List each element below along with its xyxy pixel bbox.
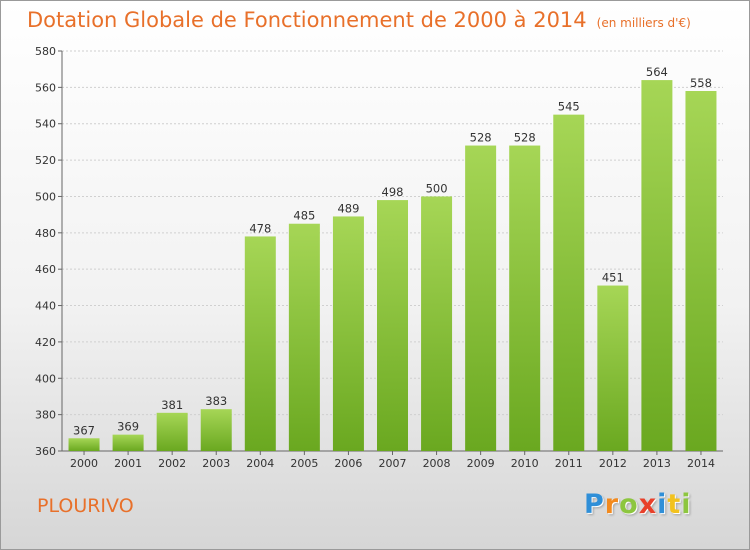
bar	[332, 216, 364, 451]
x-tick-label: 2001	[114, 457, 142, 470]
y-tick-label: 380	[35, 409, 56, 422]
logo-letter: i	[681, 489, 692, 520]
y-tick-label: 500	[35, 190, 56, 203]
y-tick-label: 440	[35, 300, 56, 313]
logo-letter: r	[604, 489, 620, 520]
bar	[641, 80, 673, 451]
y-tick-label: 560	[35, 81, 56, 94]
x-tick-label: 2013	[643, 457, 671, 470]
x-tick-label: 2002	[158, 457, 186, 470]
bar	[156, 412, 188, 451]
value-label: 369	[117, 420, 139, 434]
logo-letter: o	[619, 489, 639, 520]
y-tick-label: 520	[35, 154, 56, 167]
y-tick-label: 420	[35, 336, 56, 349]
logo-letter: t	[667, 489, 682, 520]
bar	[112, 434, 144, 451]
bar	[465, 145, 497, 451]
x-tick-label: 2007	[379, 457, 407, 470]
value-label: 478	[249, 221, 271, 235]
x-tick-label: 2012	[599, 457, 627, 470]
y-tick-label: 480	[35, 227, 56, 240]
bar	[200, 409, 232, 451]
value-label: 381	[161, 398, 183, 412]
value-label: 367	[73, 423, 95, 437]
x-tick-label: 2008	[423, 457, 451, 470]
bar	[553, 114, 585, 452]
y-tick-label: 400	[35, 372, 56, 385]
proxiti-logo: Proxiti	[584, 489, 692, 520]
bars	[68, 80, 717, 452]
x-tick-label: 2000	[70, 457, 98, 470]
value-label: 528	[514, 131, 536, 145]
x-tick-label: 2003	[202, 457, 230, 470]
y-tick-label: 540	[35, 118, 56, 131]
bar	[288, 223, 320, 451]
chart-title-main: Dotation Globale de Fonctionnement de 20…	[27, 8, 587, 32]
bar	[685, 91, 717, 451]
value-label: 485	[293, 209, 315, 223]
bar	[509, 145, 541, 451]
x-tick-label: 2011	[555, 457, 583, 470]
bar	[244, 236, 276, 451]
logo-letter: i	[657, 489, 668, 520]
y-tick-label: 360	[35, 445, 56, 458]
value-label: 489	[337, 201, 359, 215]
chart-title: Dotation Globale de Fonctionnement de 20…	[27, 8, 691, 32]
value-label: 500	[426, 181, 448, 195]
bar	[597, 285, 629, 451]
labels: 360 380 400 420 440 460 480 500 520 540 560 580 367 2…	[35, 45, 715, 470]
x-tick-label: 2014	[687, 457, 715, 470]
value-label: 498	[382, 185, 404, 199]
chart-subtitle: (en milliers d'€)	[596, 16, 691, 30]
bar	[421, 196, 453, 451]
x-tick-label: 2004	[246, 457, 274, 470]
x-tick-label: 2009	[467, 457, 495, 470]
y-tick-label: 580	[35, 45, 56, 58]
commune-name: PLOURIVO	[37, 495, 134, 517]
value-label: 451	[602, 271, 624, 285]
value-label: 558	[690, 76, 712, 90]
bar	[377, 200, 408, 451]
value-label: 528	[470, 131, 492, 145]
x-tick-label: 2005	[290, 457, 318, 470]
logo-letter: x	[638, 489, 658, 520]
x-tick-label: 2006	[334, 457, 362, 470]
value-label: 383	[205, 394, 227, 408]
value-label: 564	[646, 65, 668, 79]
value-label: 545	[558, 100, 580, 114]
logo-letter: P	[584, 489, 605, 520]
bar	[68, 438, 100, 451]
y-tick-label: 460	[35, 263, 56, 276]
x-tick-label: 2010	[511, 457, 539, 470]
